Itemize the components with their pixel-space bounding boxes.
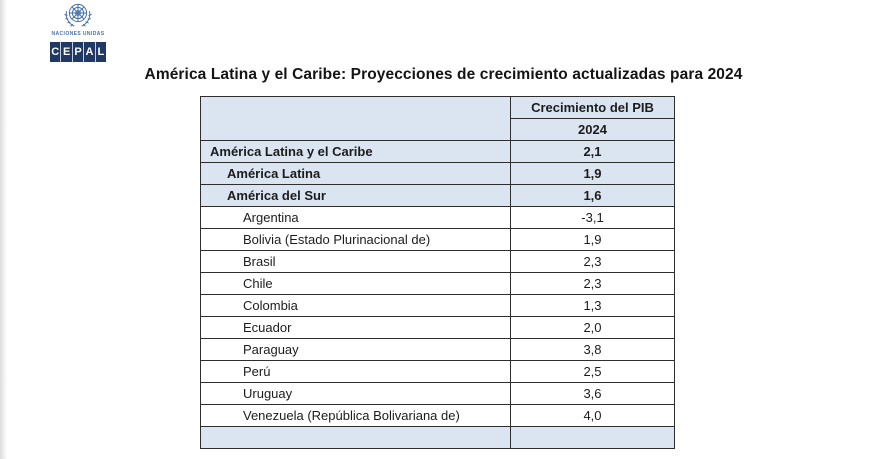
table-row: Ecuador 2,0 xyxy=(200,316,675,339)
row-label xyxy=(200,426,511,449)
row-label: Colombia xyxy=(200,294,511,317)
row-label: Bolivia (Estado Plurinacional de) xyxy=(200,228,511,251)
row-label: Perú xyxy=(200,360,511,383)
column-header-year: 2024 xyxy=(510,118,675,141)
row-value: 1,6 xyxy=(510,184,675,207)
cepal-letter: A xyxy=(83,42,94,62)
table-row: América Latina y el Caribe 2,1 xyxy=(200,140,675,163)
row-value: 2,5 xyxy=(510,360,675,383)
row-label: Chile xyxy=(200,272,511,295)
row-value: 3,6 xyxy=(510,382,675,405)
cepal-letter: L xyxy=(94,42,106,62)
header-row-2: 2024 xyxy=(201,118,675,141)
row-value: 2,1 xyxy=(510,140,675,163)
cepal-letter: P xyxy=(71,42,83,62)
table-row: América del Sur 1,6 xyxy=(200,184,675,207)
row-label: América Latina y el Caribe xyxy=(200,140,511,163)
row-value: 1,3 xyxy=(510,294,675,317)
row-value: 2,3 xyxy=(510,272,675,295)
growth-table: Crecimiento del PIB 2024 América Latina … xyxy=(200,96,675,449)
cepal-letter: C xyxy=(51,46,60,58)
row-label: América Latina xyxy=(200,162,511,185)
cepal-letter: E xyxy=(60,42,71,62)
row-label: Uruguay xyxy=(200,382,511,405)
row-value: -3,1 xyxy=(510,206,675,229)
header-row-1: Crecimiento del PIB xyxy=(200,96,675,141)
table-row: América Latina 1,9 xyxy=(200,162,675,185)
row-label: América del Sur xyxy=(200,184,511,207)
row-value: 2,3 xyxy=(510,250,675,273)
table-row xyxy=(200,426,675,449)
un-emblem-icon xyxy=(64,3,92,27)
table-row: Uruguay 3,6 xyxy=(200,382,675,405)
row-value: 1,9 xyxy=(510,162,675,185)
row-label: Brasil xyxy=(200,250,511,273)
table-row: Brasil 2,3 xyxy=(200,250,675,273)
row-label: Paraguay xyxy=(200,338,511,361)
row-label: Venezuela (República Bolivariana de) xyxy=(200,404,511,427)
row-value: 2,0 xyxy=(510,316,675,339)
row-value: 3,8 xyxy=(510,338,675,361)
page-title: América Latina y el Caribe: Proyecciones… xyxy=(144,66,743,83)
row-value: 1,9 xyxy=(510,228,675,251)
row-value: 4,0 xyxy=(510,404,675,427)
row-value xyxy=(510,426,675,449)
table-row: Colombia 1,3 xyxy=(200,294,675,317)
column-header-pib: Crecimiento del PIB xyxy=(510,96,675,119)
row-label: Argentina xyxy=(200,206,511,229)
table-row: Chile 2,3 xyxy=(200,272,675,295)
table-row: Argentina -3,1 xyxy=(200,206,675,229)
empty-header-cell xyxy=(200,96,511,141)
row-label: Ecuador xyxy=(200,316,511,339)
un-caption: NACIONES UNIDAS xyxy=(51,31,105,37)
table-row: Venezuela (República Bolivariana de) 4,0 xyxy=(200,404,675,427)
table-row: Paraguay 3,8 xyxy=(200,338,675,361)
table-row: Bolivia (Estado Plurinacional de) 1,9 xyxy=(200,228,675,251)
table-row: Perú 2,5 xyxy=(200,360,675,383)
